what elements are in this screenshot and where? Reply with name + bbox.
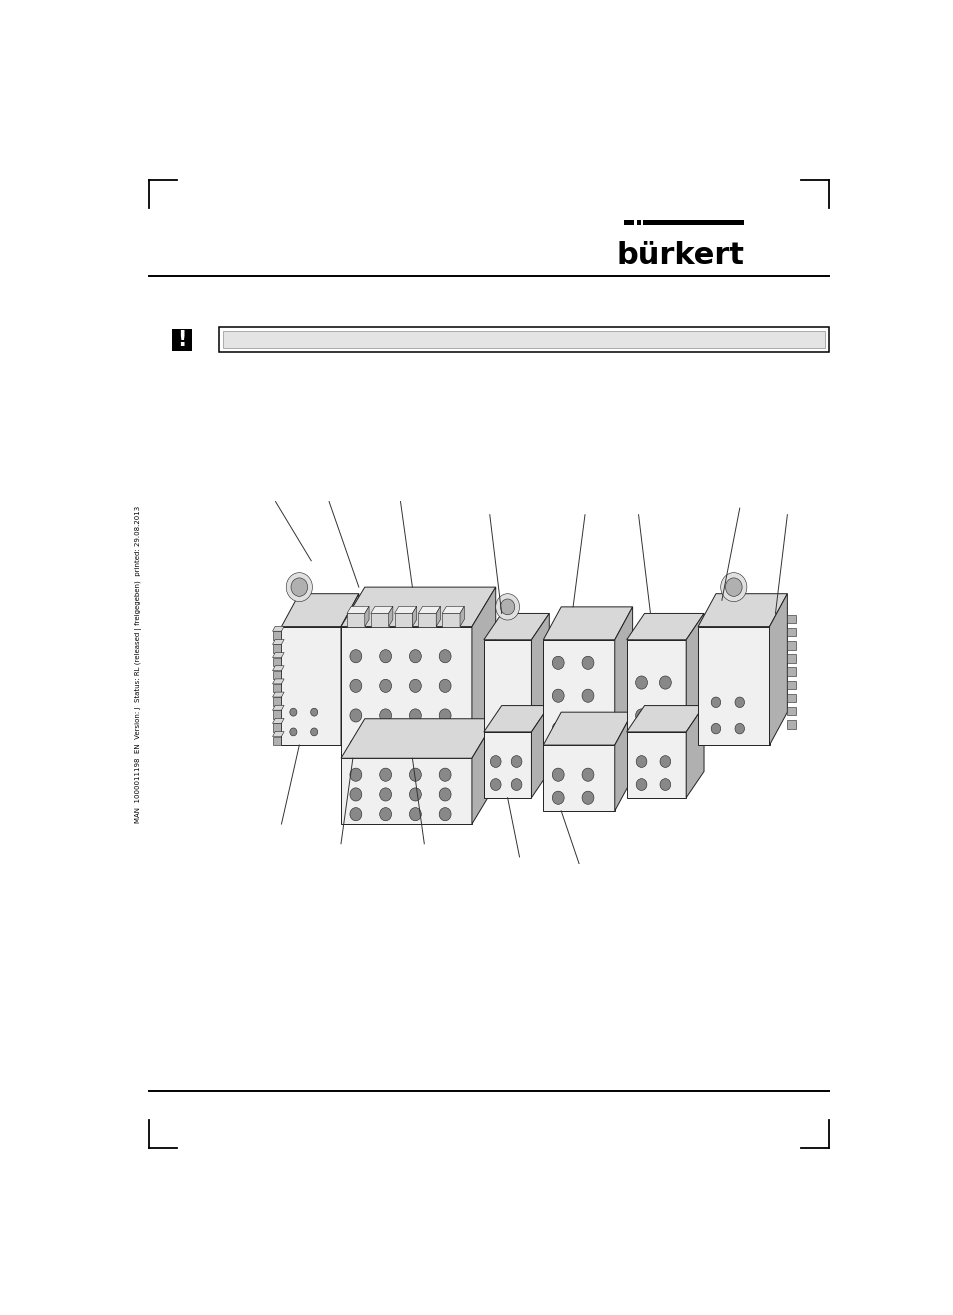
Text: !: !	[177, 330, 187, 350]
Bar	[172, 329, 193, 351]
Bar	[623, 221, 634, 225]
Bar	[642, 221, 743, 225]
Bar	[219, 327, 828, 352]
Bar	[637, 221, 640, 225]
Text: MAN  1000011198  EN  Version: J  Status: RL (released | freigegeben)  printed: 2: MAN 1000011198 EN Version: J Status: RL …	[134, 505, 142, 823]
Text: bürkert: bürkert	[616, 241, 743, 270]
Bar	[223, 331, 823, 347]
